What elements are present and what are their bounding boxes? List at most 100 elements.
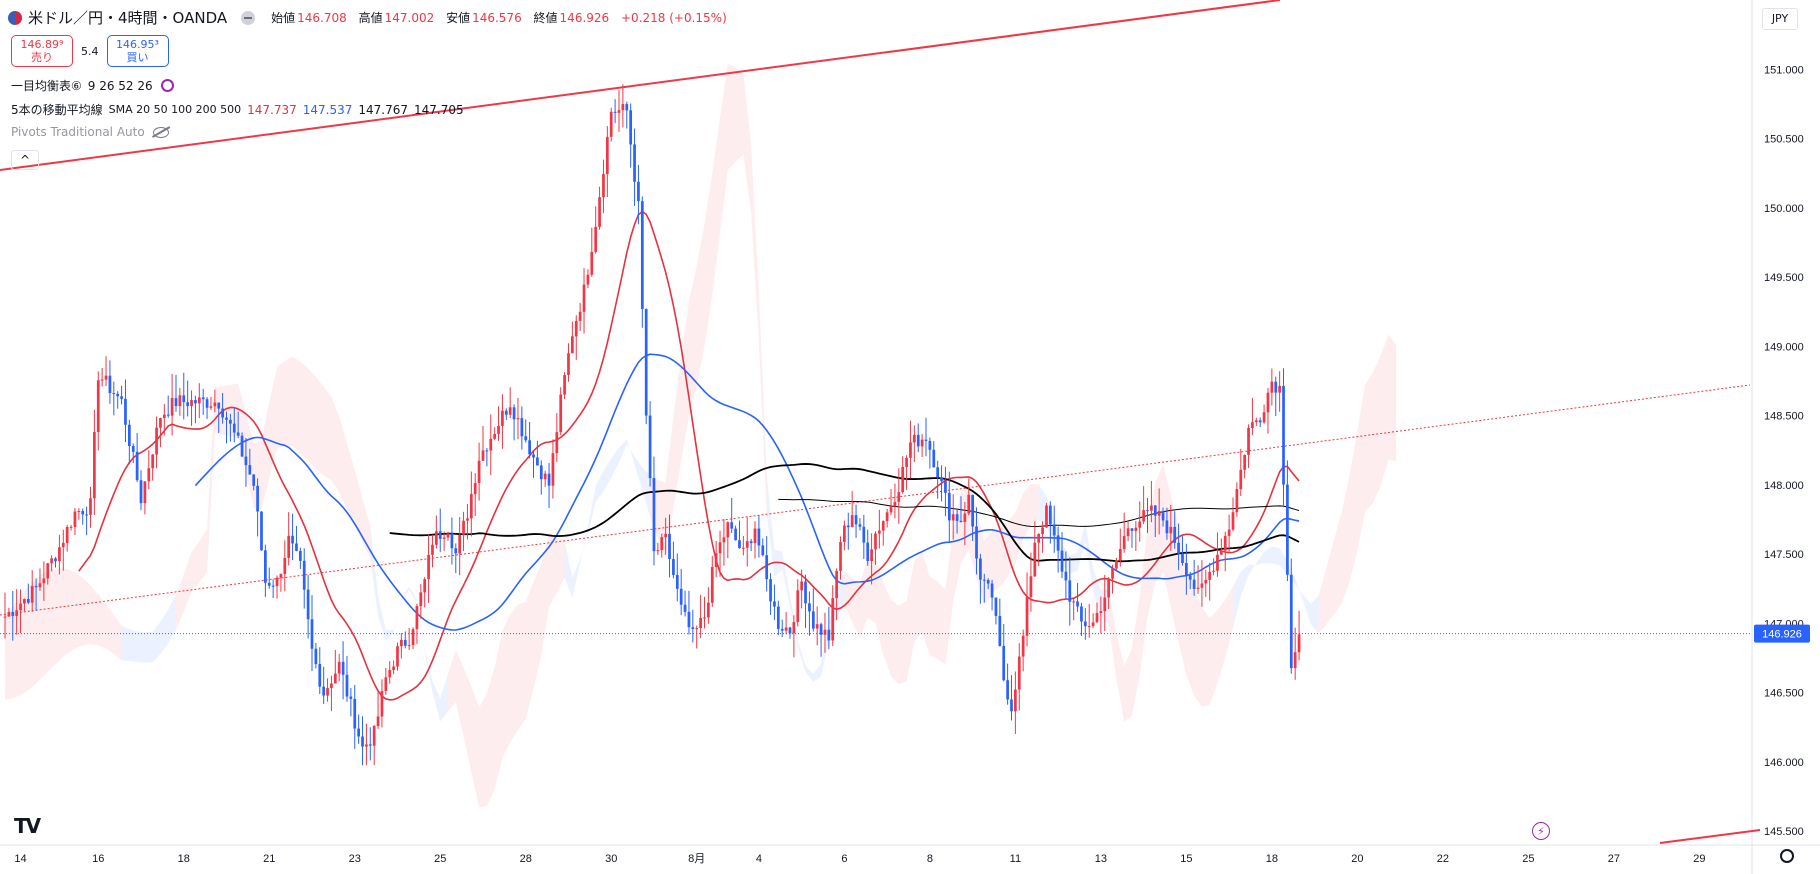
candle-body — [116, 393, 120, 397]
candle-body — [240, 435, 244, 457]
ichimoku-cloud — [797, 639, 806, 673]
high-value: 147.002 — [384, 11, 435, 25]
candle-body — [186, 402, 190, 407]
ichimoku-cloud — [1108, 588, 1117, 679]
candle-body — [361, 736, 364, 747]
candle-body — [345, 674, 349, 697]
indicator-ichimoku[interactable]: 一目均衡表⑥ 9 26 52 26 — [11, 77, 174, 94]
candle-body — [135, 451, 139, 481]
ichimoku-cloud — [1023, 483, 1031, 540]
candle-body — [656, 550, 660, 552]
ichimoku-cloud — [253, 440, 262, 510]
indicator-sma[interactable]: 5本の移動平均線 SMA 20 50 100 200 500 147.737 1… — [11, 101, 464, 118]
candle-body — [264, 550, 267, 583]
candle-body — [489, 438, 493, 451]
ichimoku-cloud — [510, 604, 518, 743]
collapse-indicators-button[interactable]: ^ — [11, 150, 39, 170]
ichimoku-cloud — [673, 356, 682, 509]
ichimoku-cloud — [308, 368, 316, 469]
ichimoku-cloud — [945, 528, 954, 665]
ichimoku-cloud — [144, 631, 153, 663]
candle-body — [1076, 601, 1079, 607]
symbol-title[interactable]: 米ドル／円・4時間・OANDA — [28, 9, 228, 27]
candle-body — [287, 535, 291, 558]
ichimoku-cloud — [238, 383, 246, 473]
ichimoku-cloud — [1030, 483, 1039, 525]
ichimoku-cloud — [222, 384, 231, 437]
ichimoku-cloud — [300, 361, 309, 462]
candle-body — [928, 440, 932, 450]
candle-body — [1181, 553, 1184, 563]
candle-body — [707, 602, 710, 618]
candle-body — [1297, 634, 1301, 653]
candle-body — [823, 629, 827, 635]
buy-price: 146.95³ — [116, 38, 159, 51]
ichimoku-cloud — [43, 569, 52, 676]
candle-body — [143, 481, 147, 504]
hidden-eye-icon[interactable] — [152, 126, 169, 138]
x-tick-label: 20 — [1351, 853, 1363, 865]
x-tick-label: 25 — [434, 853, 446, 865]
candle-body — [1002, 646, 1006, 681]
candle-body — [1048, 505, 1052, 525]
candle-body — [1014, 689, 1017, 712]
open-value: 146.708 — [297, 11, 347, 25]
ichimoku-cloud — [1388, 334, 1397, 461]
candle-body — [555, 432, 559, 454]
candle-body — [1126, 528, 1130, 537]
ichimoku-cloud — [1334, 511, 1342, 614]
candle-body — [469, 494, 473, 519]
candle-body — [571, 336, 574, 354]
x-tick-label: 11 — [1010, 853, 1021, 865]
pivots-name: Pivots Traditional Auto — [11, 125, 145, 139]
high-label: 高値 — [358, 11, 383, 25]
ichimoku-cloud — [688, 265, 697, 416]
candle-body — [940, 477, 943, 482]
candle-body — [951, 514, 955, 521]
candle-body — [380, 691, 384, 717]
collapse-legend-icon[interactable] — [241, 10, 256, 25]
ichimoku-cloud — [727, 63, 736, 170]
candle-body — [100, 379, 104, 381]
indicator-pivots[interactable]: Pivots Traditional Auto — [11, 125, 169, 139]
spread-value: 5.4 — [81, 44, 99, 58]
candle-body — [1161, 511, 1165, 521]
candle-body — [543, 473, 547, 480]
candle-body — [660, 537, 664, 551]
candle-body — [578, 311, 582, 321]
settings-gear-icon[interactable] — [1780, 849, 1794, 863]
candle-body — [384, 677, 388, 692]
candle-body — [916, 434, 920, 447]
candle-body — [508, 407, 512, 415]
candle-body — [330, 683, 333, 689]
candle-body — [668, 533, 671, 559]
candle-body — [672, 558, 675, 575]
candle-body — [1041, 527, 1044, 534]
candle-body — [54, 558, 57, 562]
ichimoku-cloud — [1186, 561, 1195, 697]
candle-body — [34, 585, 38, 588]
currency-selector[interactable]: JPY — [1762, 8, 1798, 30]
candle-body — [679, 588, 683, 605]
ichimoku-cloud — [269, 367, 278, 478]
candle-body — [539, 465, 543, 480]
ichimoku-cloud — [572, 558, 581, 598]
sell-button[interactable]: 146.89⁹ 売り — [11, 35, 73, 67]
candle-body — [388, 670, 392, 678]
lightning-icon[interactable]: ⚡ — [1532, 822, 1550, 840]
candle-body — [524, 436, 528, 441]
buy-button[interactable]: 146.95³ 買い — [106, 35, 169, 67]
candle-body — [1142, 510, 1145, 522]
candle-body — [710, 567, 714, 603]
candle-body — [979, 558, 982, 580]
ichimoku-cloud — [284, 356, 293, 447]
candle-body — [155, 427, 158, 455]
candle-body — [909, 442, 912, 458]
y-tick-label: 145.500 — [1764, 826, 1804, 838]
candle-body — [730, 522, 734, 529]
ichimoku-cloud — [1295, 578, 1303, 601]
tradingview-logo[interactable]: TV — [14, 814, 41, 838]
ichimoku-cloud — [751, 145, 759, 344]
candle-body — [637, 181, 640, 202]
